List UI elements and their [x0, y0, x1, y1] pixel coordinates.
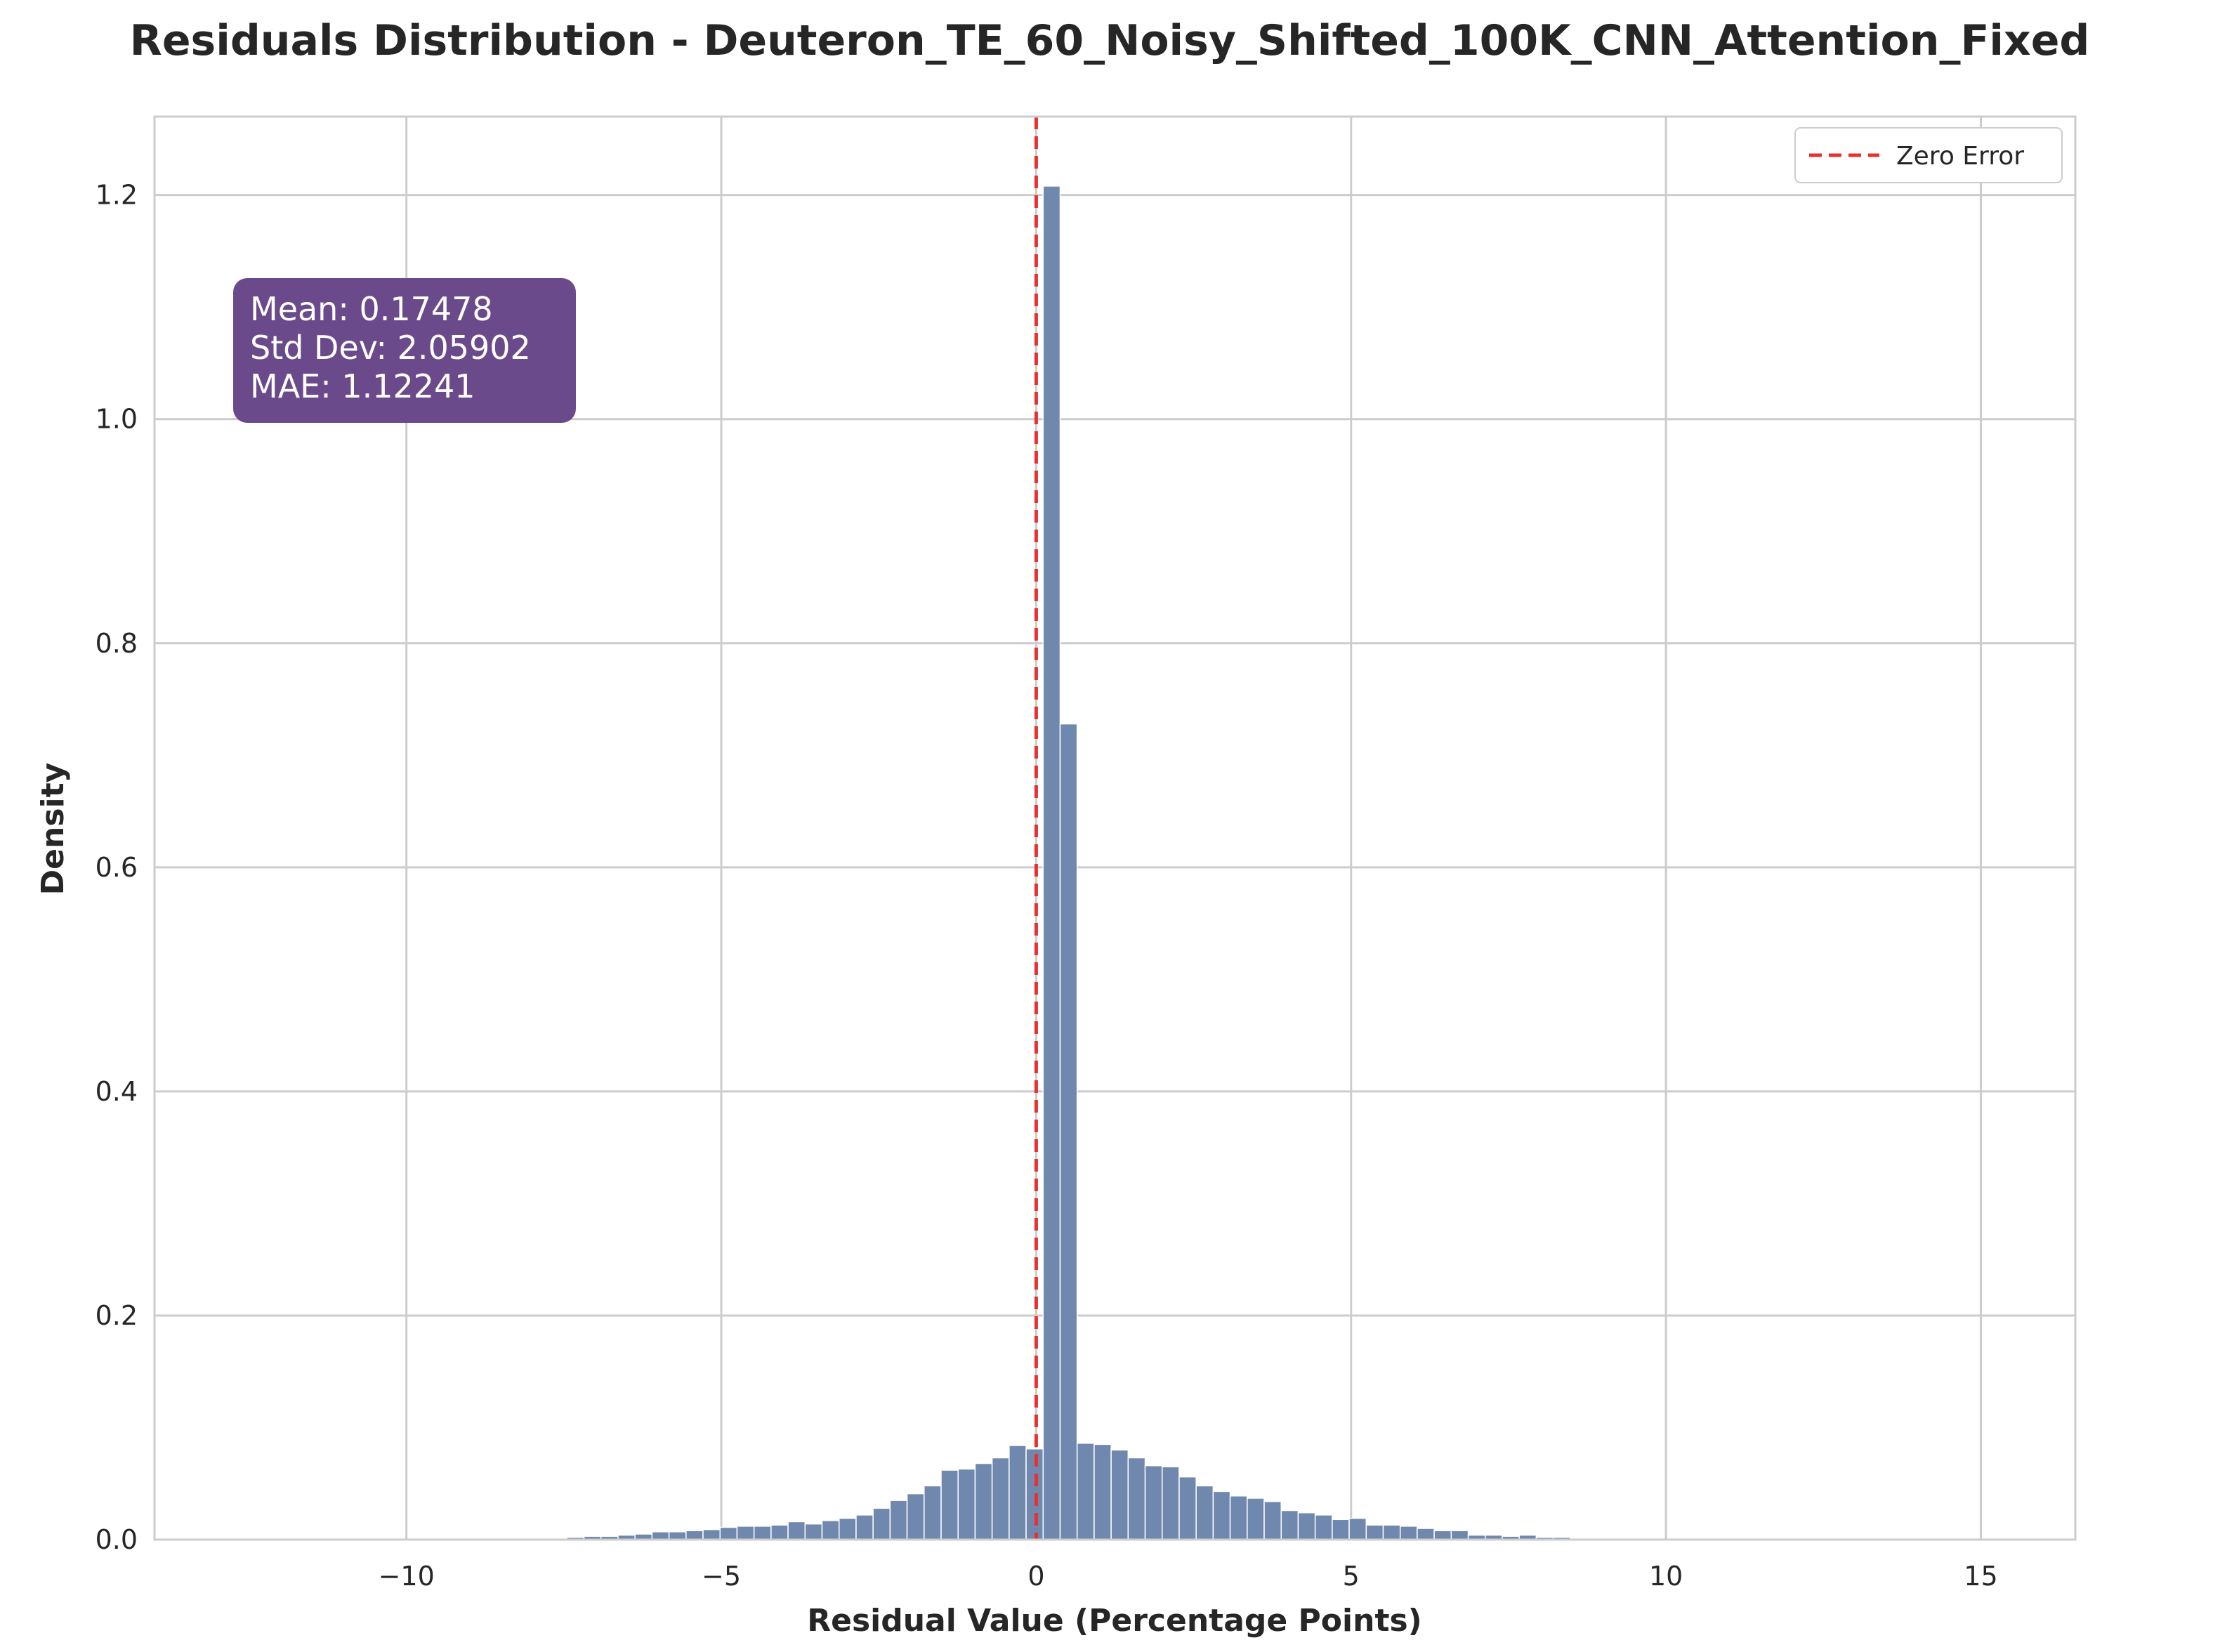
- plot-frame: [153, 115, 2077, 1541]
- histogram-bar: [1195, 1485, 1214, 1540]
- legend-box: [1794, 127, 2063, 183]
- histogram-bar: [1212, 1490, 1231, 1540]
- histogram-bar: [1229, 1495, 1248, 1540]
- x-tick-label: −5: [702, 1561, 741, 1592]
- histogram-bar: [1093, 1443, 1112, 1540]
- y-tick-label: 0.4: [96, 1076, 138, 1107]
- histogram-bar: [1297, 1512, 1316, 1540]
- histogram-bar: [1382, 1524, 1401, 1540]
- histogram-bar: [1178, 1476, 1197, 1540]
- histogram-bar: [855, 1514, 874, 1540]
- stats-box-background: [233, 278, 576, 423]
- histogram-bar: [753, 1526, 772, 1540]
- stats-mae: MAE: 1.12241: [250, 367, 475, 405]
- x-tick-label: 10: [1649, 1561, 1683, 1592]
- histogram-bar: [924, 1485, 942, 1540]
- y-tick-label: 1.2: [96, 180, 138, 211]
- histogram-bar: [838, 1517, 857, 1540]
- y-tick-label: 0.8: [96, 628, 138, 659]
- histogram-bar: [889, 1500, 908, 1540]
- histogram-bar: [1127, 1457, 1146, 1540]
- histogram-bar: [1314, 1514, 1333, 1540]
- x-tick-label: 15: [1964, 1561, 1997, 1592]
- histogram-bar: [651, 1531, 670, 1540]
- histogram-bar: [1144, 1464, 1163, 1540]
- histogram-bar: [1009, 1445, 1027, 1540]
- x-axis-ticks: −10 −5 0 5 10 15: [379, 1561, 1998, 1592]
- histogram-bar: [1263, 1501, 1282, 1540]
- stats-mean: Mean: 0.17478: [250, 290, 493, 328]
- y-axis-ticks: 0.0 0.2 0.4 0.6 0.8 1.0 1.2: [96, 180, 138, 1555]
- y-tick-label: 1.0: [96, 404, 138, 435]
- histogram-bar: [974, 1462, 993, 1540]
- histogram-bar: [1399, 1526, 1418, 1540]
- histogram-bar: [1247, 1497, 1265, 1540]
- x-tick-label: 0: [1027, 1561, 1044, 1592]
- histogram-bar: [770, 1524, 789, 1540]
- histogram-bar: [872, 1507, 891, 1540]
- stats-std-dev: Std Dev: 2.05902: [250, 329, 531, 367]
- histogram-bar: [1433, 1530, 1452, 1540]
- chart-title: Residuals Distribution - Deuteron_TE_60_…: [130, 16, 2090, 65]
- histogram-bar: [1162, 1466, 1180, 1540]
- histogram-bar: [991, 1457, 1010, 1540]
- histogram-bar: [702, 1528, 721, 1540]
- histogram-bar: [787, 1521, 806, 1540]
- stats-box: Mean: 0.17478 Std Dev: 2.05902 MAE: 1.12…: [233, 278, 576, 423]
- histogram-bar: [1042, 185, 1061, 1540]
- y-tick-label: 0.0: [96, 1524, 138, 1555]
- histogram-bar: [1417, 1528, 1435, 1540]
- histogram-bar: [906, 1493, 925, 1540]
- legend-zero-error-label: Zero Error: [1896, 142, 2024, 171]
- histogram-bar: [804, 1523, 823, 1540]
- histogram-bar: [1110, 1449, 1129, 1540]
- histogram-bar: [736, 1526, 755, 1540]
- y-tick-label: 0.6: [96, 852, 138, 883]
- histogram-bar: [668, 1531, 687, 1540]
- histogram-bar: [1332, 1519, 1350, 1540]
- histogram-bar: [1059, 723, 1078, 1540]
- histogram-bar: [719, 1526, 738, 1540]
- histogram-bar: [957, 1468, 976, 1540]
- histogram-bar: [1348, 1517, 1367, 1540]
- histogram-bar: [685, 1530, 704, 1540]
- histogram-bar: [1450, 1530, 1469, 1540]
- histogram-bar: [940, 1469, 959, 1540]
- histogram-bar: [821, 1520, 840, 1540]
- y-tick-label: 0.2: [96, 1300, 138, 1331]
- histogram-bar: [1076, 1443, 1095, 1540]
- x-tick-label: −10: [379, 1561, 435, 1592]
- legend: Zero Error: [1794, 127, 2063, 183]
- x-tick-label: 5: [1343, 1561, 1360, 1592]
- y-axis-label: Density: [35, 763, 71, 896]
- histogram-bar: [1280, 1509, 1299, 1540]
- histogram-bar: [1365, 1524, 1384, 1540]
- x-axis-label: Residual Value (Percentage Points): [807, 1603, 1422, 1639]
